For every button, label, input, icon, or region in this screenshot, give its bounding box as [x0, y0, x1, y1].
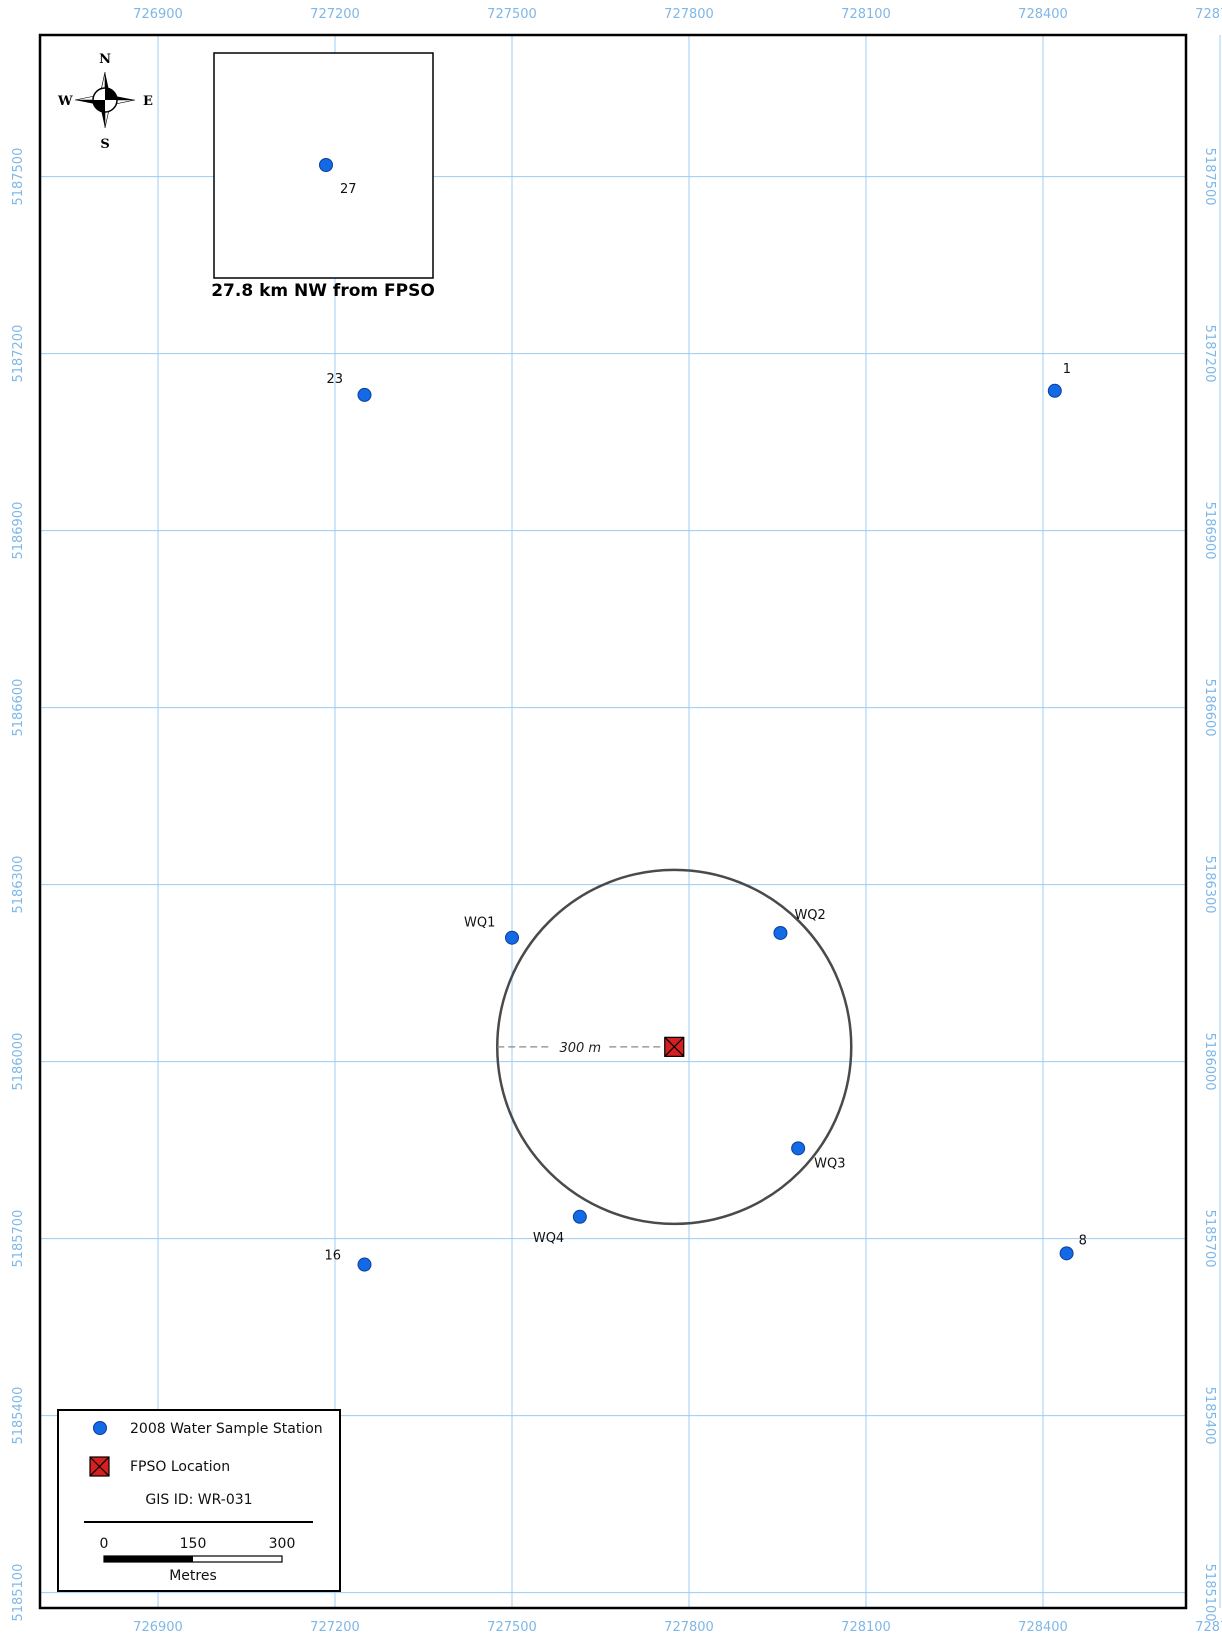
legend-station-symbol	[93, 1421, 107, 1435]
y-tick-label-left: 5186000	[11, 1033, 26, 1091]
station-marker-16[interactable]	[357, 1257, 372, 1272]
station-label-wq1: WQ1	[464, 916, 495, 931]
station-marker-wq1[interactable]	[505, 930, 519, 945]
station-label-wq2: WQ2	[794, 908, 825, 923]
legend-fpso-symbol	[89, 1456, 110, 1477]
coordinate-ticks: 726900 726900 727200 727200 727500 727500 7278…	[11, 7, 1222, 1635]
station-label-wq4: WQ4	[533, 1231, 564, 1246]
station-label-1: 1	[1063, 362, 1071, 377]
scale-tick-0: 0	[100, 1536, 109, 1552]
y-tick-label-right: 5186600	[1202, 679, 1217, 737]
x-tick-label-top: 728700	[1195, 7, 1222, 22]
station-marker-8[interactable]	[1059, 1246, 1074, 1261]
inset-station-label: 27	[340, 182, 357, 197]
x-tick-label-top: 728400	[1018, 7, 1068, 22]
y-tick-label-right: 5186000	[1202, 1033, 1217, 1091]
station-marker-wq2[interactable]	[773, 925, 788, 940]
scale-bar	[103, 1555, 283, 1563]
x-tick-label-top: 726900	[133, 7, 183, 22]
y-tick-label-right: 5187200	[1202, 325, 1217, 383]
x-tick-label-bottom: 728100	[841, 1620, 891, 1635]
legend-fpso-label: FPSO Location	[130, 1459, 230, 1475]
y-tick-label-left: 5185400	[11, 1387, 26, 1445]
station-marker-wq3[interactable]	[791, 1141, 806, 1156]
map-frame	[38, 33, 1188, 1610]
compass-w: W	[57, 94, 73, 109]
buffer-zone: 300 m	[496, 868, 853, 1226]
scale-tick-150: 150	[180, 1536, 207, 1552]
station-marker-23[interactable]	[357, 387, 372, 402]
map-grid	[40, 35, 1221, 1608]
fpso-marker[interactable]	[664, 1036, 685, 1057]
gis-id-label: GIS ID: WR-031	[145, 1492, 252, 1508]
station-marker-wq4[interactable]	[572, 1209, 587, 1224]
compass-e: E	[143, 94, 153, 109]
y-tick-label-right: 5186300	[1202, 856, 1217, 914]
station-layer: 23 1 WQ1 WQ2 WQ3 WQ4 16 8	[325, 362, 1087, 1272]
inset-station-marker[interactable]	[319, 158, 333, 172]
y-tick-label-left: 5186900	[11, 502, 26, 560]
y-tick-label-right: 5187500	[1202, 148, 1217, 206]
scale-unit-label: Metres	[169, 1568, 217, 1584]
station-marker-1[interactable]	[1047, 383, 1062, 398]
x-tick-label-bottom: 727500	[487, 1620, 537, 1635]
compass-n: N	[99, 52, 111, 67]
y-tick-label-left: 5186300	[11, 856, 26, 914]
legend: 2008 Water Sample Station FPSO Location …	[57, 1409, 341, 1592]
x-tick-label-bottom: 727200	[310, 1620, 360, 1635]
y-tick-label-left: 5185100	[11, 1564, 26, 1622]
x-tick-label-bottom: 727800	[664, 1620, 714, 1635]
station-label-23: 23	[327, 372, 344, 387]
x-tick-label-top: 727800	[664, 7, 714, 22]
radius-label: 300 m	[559, 1041, 601, 1056]
y-tick-label-left: 5187200	[11, 325, 26, 383]
y-tick-label-right: 5185100	[1202, 1564, 1217, 1622]
x-tick-label-bottom: 726900	[133, 1620, 183, 1635]
y-tick-label-left: 5185700	[11, 1210, 26, 1268]
station-label-8: 8	[1079, 1233, 1087, 1248]
legend-station-label: 2008 Water Sample Station	[130, 1421, 323, 1437]
y-tick-label-right: 5185700	[1202, 1210, 1217, 1268]
x-tick-label-top: 727200	[310, 7, 360, 22]
y-tick-label-right: 5186900	[1202, 502, 1217, 560]
x-tick-label-top: 728100	[841, 7, 891, 22]
x-tick-label-top: 727500	[487, 7, 537, 22]
station-label-wq3: WQ3	[814, 1156, 845, 1171]
y-tick-label-left: 5186600	[11, 679, 26, 737]
station-label-16: 16	[325, 1249, 342, 1264]
compass-rose-icon: N S E W	[57, 52, 153, 152]
y-tick-label-left: 5187500	[11, 148, 26, 206]
y-tick-label-right: 5185400	[1202, 1387, 1217, 1445]
compass-s: S	[100, 137, 109, 152]
fpso-cross	[664, 1036, 685, 1057]
inset-caption: 27.8 km NW from FPSO	[211, 281, 435, 301]
x-tick-label-bottom: 728700	[1195, 1620, 1222, 1635]
inset-map: 27 27.8 km NW from FPSO	[211, 52, 435, 301]
scale-tick-300: 300	[269, 1536, 296, 1552]
x-tick-label-bottom: 728400	[1018, 1620, 1068, 1635]
